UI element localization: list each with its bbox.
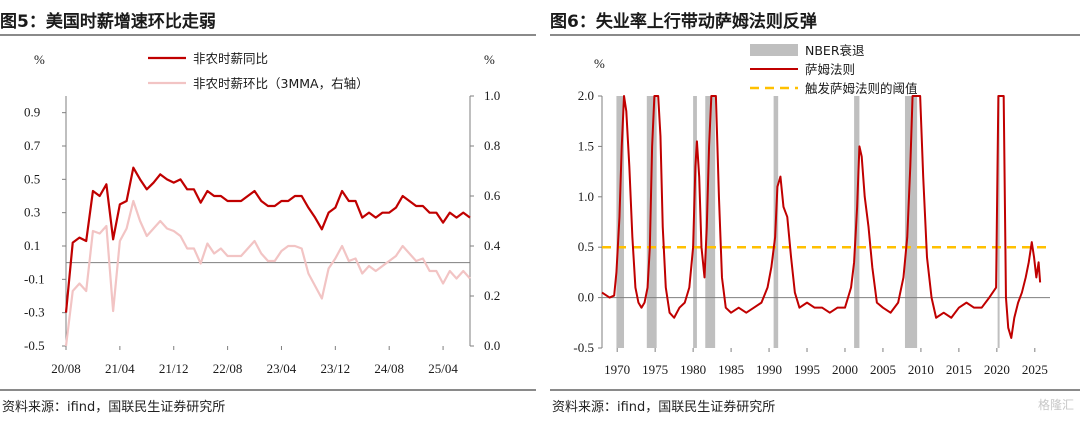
legend-nber-label: NBER衰退 bbox=[805, 43, 865, 58]
y-tick-label: 0.5 bbox=[578, 239, 594, 254]
legend-sahm-label: 萨姆法则 bbox=[805, 62, 855, 77]
x-tick-label: 22/08 bbox=[213, 361, 243, 376]
left-bottom-rule bbox=[0, 389, 536, 391]
left-source-note: 资料来源：ifind，国联民生证券研究所 bbox=[2, 400, 226, 415]
right-y-tick-label: 1.0 bbox=[484, 88, 500, 103]
left-chart-title: 图5：美国时薪增速环比走弱 bbox=[0, 12, 216, 32]
x-tick-label: 1975 bbox=[642, 362, 668, 377]
y-tick-label: 1.5 bbox=[578, 138, 594, 153]
right-y-unit: % bbox=[484, 52, 495, 67]
legend-threshold-label: 触发萨姆法则的阈值 bbox=[805, 81, 918, 96]
y-tick-label: -0.5 bbox=[573, 340, 594, 355]
right-top-rule bbox=[550, 34, 1080, 36]
x-tick-label: 1980 bbox=[680, 362, 706, 377]
left-y-unit: % bbox=[34, 52, 45, 67]
series-mom-3mma-line bbox=[64, 199, 471, 347]
left-y-tick-label: 0.5 bbox=[24, 171, 40, 186]
right-y-tick-label: 0.4 bbox=[484, 238, 501, 253]
nber-recession-band bbox=[616, 96, 625, 348]
left-chart-panel: 图5：美国时薪增速环比走弱 0.9 0.7 0.5 0.3 0.1 -0.1 -0.3 -0.… bbox=[0, 0, 536, 421]
legend-mom-label: 非农时薪环比（3MMA，右轴） bbox=[193, 76, 369, 91]
x-tick-label: 2020 bbox=[984, 362, 1010, 377]
watermark: 格隆汇 bbox=[1037, 398, 1074, 412]
x-tick-label: 2005 bbox=[870, 362, 896, 377]
x-tick-label: 2010 bbox=[908, 362, 934, 377]
right-y-tick-label: 0.6 bbox=[484, 188, 501, 203]
right-chart-title: 图6：失业率上行带动萨姆法则反弹 bbox=[550, 12, 817, 32]
right-source-note: 资料来源：ifind，国联民生证券研究所 bbox=[552, 400, 776, 415]
nber-recession-band bbox=[693, 96, 697, 348]
sahm-rule-line bbox=[601, 95, 1042, 339]
y-tick-label: 1.0 bbox=[578, 189, 594, 204]
sahm-rule-chart: 2.0 1.5 1.0 0.5 0.0 -0.5% 1970 1975 1980 1985 1990… bbox=[573, 43, 1050, 377]
left-y-tick-label: 0.7 bbox=[24, 138, 41, 153]
y-tick-label: 0.0 bbox=[578, 290, 594, 305]
nber-recession-band bbox=[646, 96, 657, 348]
wage-growth-chart: 0.9 0.7 0.5 0.3 0.1 -0.1 -0.3 -0.5% 1.0 0.8 0.6 0.4… bbox=[24, 51, 501, 376]
nber-recession-band bbox=[997, 96, 1000, 348]
x-tick-label: 2000 bbox=[832, 362, 858, 377]
right-chart-panel: 图6：失业率上行带动萨姆法则反弹 2.0 1.5 1.0 0.5 0.0 -0.5% 197… bbox=[550, 0, 1080, 421]
right-y-tick-label: 0.8 bbox=[484, 138, 500, 153]
right-bottom-rule bbox=[550, 389, 1080, 391]
left-y-tick-label: -0.1 bbox=[24, 271, 45, 286]
x-tick-label: 23/04 bbox=[267, 361, 297, 376]
x-tick-label: 20/08 bbox=[51, 361, 81, 376]
left-y-tick-label: 0.9 bbox=[24, 105, 40, 120]
x-tick-label: 1990 bbox=[756, 362, 782, 377]
x-tick-label: 1995 bbox=[794, 362, 820, 377]
series-yoy-line bbox=[64, 166, 471, 313]
x-tick-label: 24/08 bbox=[374, 361, 404, 376]
x-tick-label: 2025 bbox=[1022, 362, 1048, 377]
x-tick-label: 23/12 bbox=[321, 361, 351, 376]
x-tick-label: 25/04 bbox=[428, 361, 458, 376]
x-tick-label: 1970 bbox=[604, 362, 630, 377]
x-tick-label: 1985 bbox=[718, 362, 744, 377]
left-y-tick-label: -0.5 bbox=[24, 338, 45, 353]
right-y-tick-label: 0.0 bbox=[484, 338, 500, 353]
x-tick-label: 21/04 bbox=[105, 361, 135, 376]
left-y-tick-label: -0.3 bbox=[24, 305, 45, 320]
left-y-tick-label: 0.3 bbox=[24, 205, 40, 220]
legend-nber-swatch bbox=[750, 44, 798, 56]
nber-recession-band bbox=[705, 96, 716, 348]
right-y-tick-label: 0.2 bbox=[484, 288, 500, 303]
left-y-tick-label: 0.1 bbox=[24, 238, 40, 253]
left-top-rule bbox=[0, 34, 536, 36]
y-tick-label: 2.0 bbox=[578, 88, 594, 103]
x-tick-label: 21/12 bbox=[159, 361, 189, 376]
y-unit: % bbox=[594, 56, 605, 71]
nber-recession-band bbox=[904, 96, 918, 348]
legend-yoy-label: 非农时薪同比 bbox=[193, 51, 268, 66]
x-tick-label: 2015 bbox=[946, 362, 972, 377]
